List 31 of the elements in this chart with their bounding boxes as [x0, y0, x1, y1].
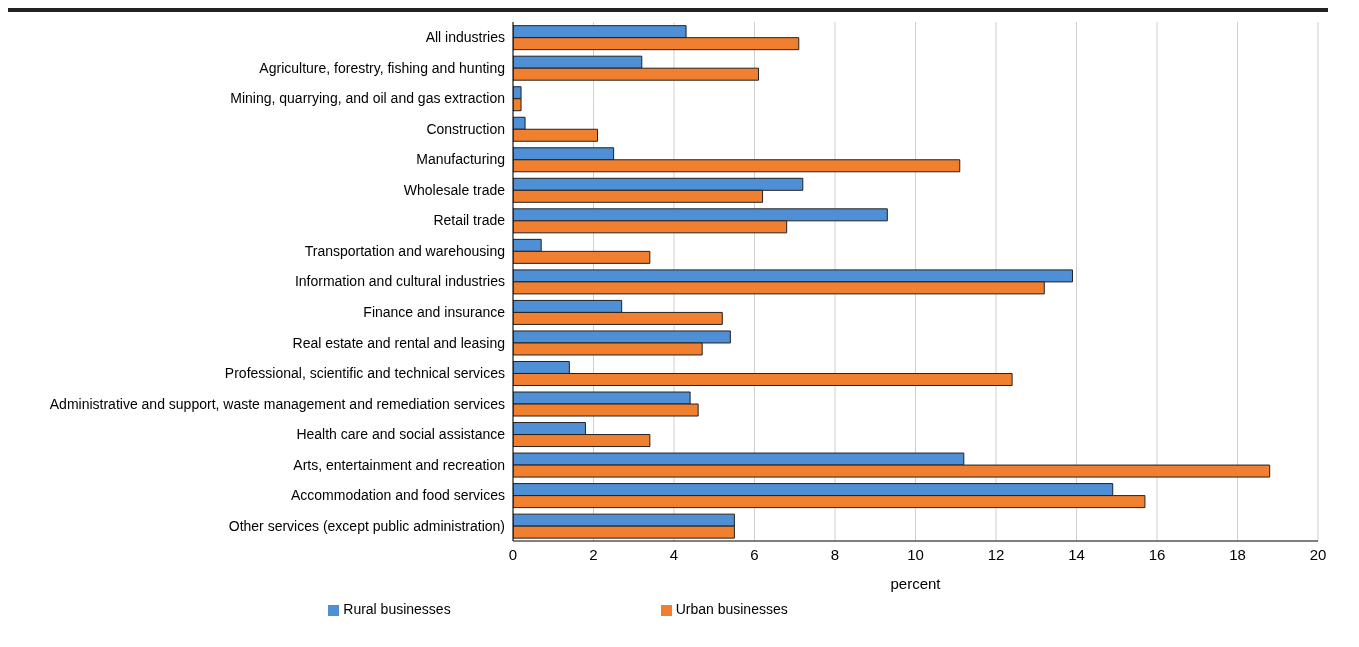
y-tick-label: Administrative and support, waste management and remediation services: [49, 395, 505, 412]
x-tick-label: 4: [669, 545, 679, 563]
y-tick-label: Information and cultural industries: [294, 273, 505, 290]
x-tick-label: 2: [589, 545, 598, 563]
y-tick-label: Construction: [426, 120, 505, 137]
y-tick-label: Other services (except public administration): [228, 517, 505, 534]
y-tick-label: Professional, scientific and technical services: [224, 365, 505, 382]
x-tick-label: 8: [830, 545, 840, 563]
y-tick-label: All industries: [425, 29, 505, 46]
x-tick-label: 12: [987, 545, 1005, 563]
y-tick-label: Health care and social assistance: [296, 426, 506, 443]
x-tick-label: 16: [1148, 545, 1166, 563]
x-tick-label: 10: [907, 545, 924, 563]
y-tick-label: Real estate and rental and leasing: [292, 334, 505, 351]
y-tick-label: Agriculture, forestry, fishing and hunting: [259, 59, 505, 76]
y-tick-label: Arts, entertainment and recreation: [293, 456, 505, 473]
x-tick-label: 6: [750, 545, 759, 563]
y-tick-label: Finance and insurance: [363, 304, 506, 320]
x-tick-label: 14: [1068, 545, 1085, 563]
y-tick-label: Transportation and warehousing: [304, 242, 505, 259]
legend-label: Rural businesses: [343, 601, 451, 617]
x-axis-title: percent: [890, 575, 942, 592]
y-tick-label: Wholesale trade: [403, 181, 506, 198]
y-tick-label: Retail trade: [433, 212, 506, 229]
legend-label: Urban businesses: [675, 601, 788, 617]
x-tick-label: 18: [1229, 545, 1246, 563]
x-tick-label: 0: [508, 545, 518, 563]
y-tick-label: Accommodation and food services: [291, 487, 505, 504]
y-tick-label: Mining, quarrying, and oil and gas extraction: [230, 90, 505, 107]
y-tick-label: Manufacturing: [416, 151, 505, 168]
x-tick-label: 20: [1309, 545, 1327, 563]
